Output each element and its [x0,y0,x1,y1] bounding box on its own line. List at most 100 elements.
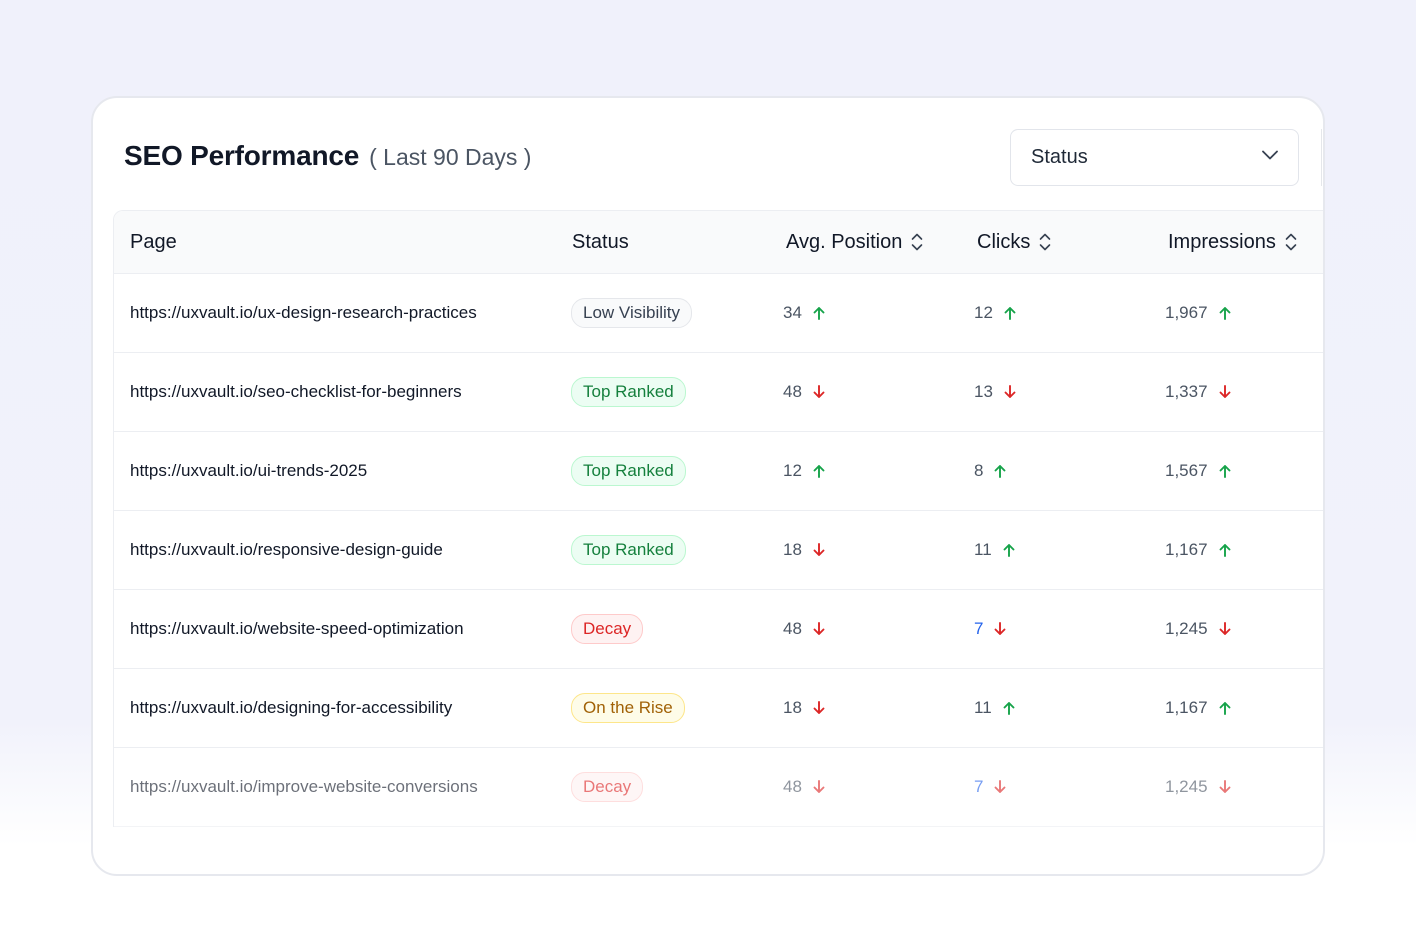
page-cell: https://uxvault.io/ux-design-research-pr… [130,274,477,352]
table-row: https://uxvault.io/seo-checklist-for-beg… [114,353,1323,432]
avg-position-cell: 12 [783,432,827,510]
arrow-down-icon [811,542,827,558]
page-cell: https://uxvault.io/website-speed-optimiz… [130,590,464,668]
impressions-cell-value: 1,167 [1165,698,1208,717]
sort-icon[interactable] [910,231,924,253]
arrow-down-icon [992,779,1008,795]
page-cell: https://uxvault.io/ui-trends-2025 [130,432,367,510]
clicks-cell: 7 [974,590,1008,668]
arrow-down-icon [811,384,827,400]
impressions-cell-value: 1,337 [1165,382,1208,401]
page-url-link[interactable]: https://uxvault.io/ui-trends-2025 [130,461,368,480]
table-row: https://uxvault.io/designing-for-accessi… [114,669,1323,748]
page-cell: https://uxvault.io/seo-checklist-for-beg… [130,353,462,431]
table-row: https://uxvault.io/website-speed-optimiz… [114,590,1323,669]
avg-position-cell: 48 [783,590,827,668]
avg-position-cell-value: 48 [783,777,802,796]
arrow-up-icon [1217,542,1233,558]
card-subtitle: ( Last 90 Days ) [369,144,532,170]
arrow-up-icon [1001,542,1017,558]
impressions-cell: 1,167 [1165,511,1233,589]
clicks-cell-value: 7 [974,777,984,796]
avg-position-cell-value: 48 [783,382,802,401]
avg-position-cell-value: 34 [783,303,802,322]
secondary-control-edge [1321,129,1323,186]
arrow-up-icon [811,305,827,321]
column-header-page: Page [130,230,177,253]
arrow-up-icon [1217,700,1233,716]
sort-icon[interactable] [1284,231,1298,253]
status-cell: Top Ranked [571,511,686,589]
arrow-up-icon [1001,700,1017,716]
clicks-cell: 12 [974,274,1018,352]
arrow-up-icon [811,463,827,479]
table-header: Page Status Avg. Position Clicks Impress… [114,211,1323,274]
page-url-link[interactable]: https://uxvault.io/seo-checklist-for-beg… [130,382,462,401]
arrow-up-icon [1217,305,1233,321]
page-url-link[interactable]: https://uxvault.io/improve-website-conve… [130,777,478,796]
avg-position-cell: 34 [783,274,827,352]
impressions-cell: 1,337 [1165,353,1233,431]
clicks-cell-value: 7 [974,619,984,638]
arrow-up-icon [992,463,1008,479]
clicks-cell: 11 [974,669,1017,747]
status-badge: Low Visibility [571,298,693,328]
arrow-up-icon [1002,305,1018,321]
page-url-link[interactable]: https://uxvault.io/website-speed-optimiz… [130,619,464,638]
clicks-cell: 11 [974,511,1017,589]
impressions-cell: 1,567 [1165,432,1233,510]
clicks-cell: 7 [974,748,1008,826]
status-filter-dropdown[interactable]: Status [1010,129,1299,186]
column-header-impressions[interactable]: Impressions [1168,211,1298,273]
page-url-link[interactable]: https://uxvault.io/designing-for-accessi… [130,698,453,717]
impressions-cell-value: 1,245 [1165,777,1208,796]
impressions-cell-value: 1,967 [1165,303,1208,322]
page-url-link[interactable]: https://uxvault.io/ux-design-research-pr… [130,303,477,322]
clicks-cell-value: 11 [974,698,992,717]
arrow-up-icon [1217,463,1233,479]
clicks-cell-value: 8 [974,461,984,480]
arrow-down-icon [1002,384,1018,400]
column-header-avg-position[interactable]: Avg. Position [786,211,924,273]
impressions-cell: 1,167 [1165,669,1233,747]
status-cell: Top Ranked [571,353,686,431]
status-cell: Decay [571,748,644,826]
avg-position-cell-value: 12 [783,461,802,480]
page-url-link[interactable]: https://uxvault.io/responsive-design-gui… [130,540,443,559]
status-filter-label: Status [1031,146,1088,168]
column-header-clicks[interactable]: Clicks [977,211,1052,273]
status-badge: Decay [571,614,644,644]
arrow-down-icon [811,621,827,637]
avg-position-cell-value: 18 [783,698,802,717]
clicks-cell-value: 11 [974,540,992,559]
page-cell: https://uxvault.io/designing-for-accessi… [130,669,452,747]
table-row: https://uxvault.io/ui-trends-2025 Top Ran… [114,432,1323,511]
status-cell: Top Ranked [571,432,686,510]
arrow-down-icon [811,700,827,716]
table-body: https://uxvault.io/ux-design-research-pr… [114,274,1323,827]
arrow-down-icon [1217,779,1233,795]
clicks-cell-value: 12 [974,303,993,322]
status-cell: On the Rise [571,669,685,747]
column-header-status: Status [572,230,629,253]
impressions-cell: 1,245 [1165,590,1233,668]
page-cell: https://uxvault.io/improve-website-conve… [130,748,478,826]
status-badge: On the Rise [571,693,685,723]
clicks-cell: 8 [974,432,1008,510]
avg-position-cell: 18 [783,669,827,747]
status-badge: Top Ranked [571,535,686,565]
clicks-cell-value: 13 [974,382,993,401]
page-cell: https://uxvault.io/responsive-design-gui… [130,511,443,589]
impressions-cell: 1,967 [1165,274,1233,352]
status-badge: Top Ranked [571,377,686,407]
arrow-down-icon [811,779,827,795]
sort-icon[interactable] [1038,231,1052,253]
table-row: https://uxvault.io/ux-design-research-pr… [114,274,1323,353]
impressions-cell: 1,245 [1165,748,1233,826]
status-badge: Decay [571,772,644,802]
status-cell: Low Visibility [571,274,693,352]
seo-performance-card: SEO Performance ( Last 90 Days ) Status … [91,96,1325,876]
arrow-down-icon [1217,621,1233,637]
avg-position-cell-value: 18 [783,540,802,559]
impressions-cell-value: 1,245 [1165,619,1208,638]
